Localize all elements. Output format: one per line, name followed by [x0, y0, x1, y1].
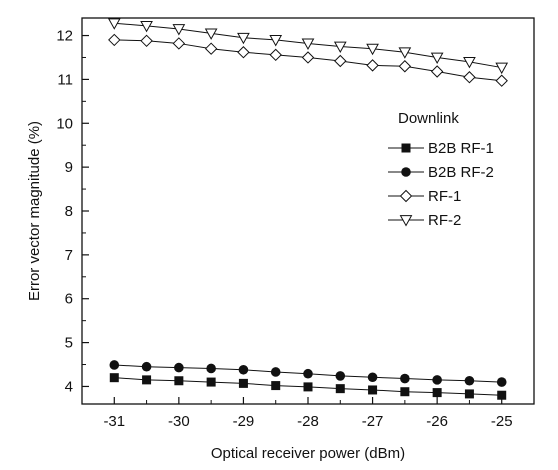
data-point — [270, 367, 281, 377]
x-tick-label: -25 — [491, 413, 513, 430]
data-point — [367, 372, 378, 383]
y-tick-label: 6 — [65, 291, 73, 308]
data-point — [174, 376, 184, 386]
data-point — [108, 33, 121, 47]
data-point — [495, 62, 509, 75]
data-point — [334, 54, 347, 68]
y-tick-label: 11 — [57, 71, 73, 88]
x-tick-label: -28 — [297, 413, 319, 430]
legend-marker — [399, 215, 413, 227]
data-point — [366, 43, 379, 56]
data-point — [172, 37, 186, 50]
data-point — [398, 60, 412, 73]
data-point — [366, 59, 379, 72]
legend-marker — [401, 143, 411, 153]
data-point — [172, 24, 186, 36]
series-lines — [114, 22, 502, 396]
data-point — [269, 48, 282, 62]
x-tick-label: -27 — [362, 413, 384, 430]
data-point — [495, 74, 508, 87]
y-tick-label: 4 — [65, 378, 73, 395]
legend-label: RF-1 — [428, 188, 461, 205]
data-point — [206, 377, 216, 387]
y-axis-label: Error vector magnitude (%) — [26, 121, 43, 301]
data-point — [301, 51, 315, 64]
data-point — [109, 373, 119, 383]
x-axis: -31 -30 -29 -28 -27 -26 -25 — [81, 397, 535, 430]
data-point — [303, 382, 313, 392]
data-point — [432, 375, 442, 385]
data-point — [497, 390, 507, 400]
legend-label: B2B RF-2 — [428, 164, 494, 181]
data-point — [140, 34, 153, 48]
y-tick-label: 9 — [65, 159, 73, 176]
data-point — [464, 389, 474, 399]
y-tick-label: 8 — [65, 203, 73, 220]
x-tick-label: -31 — [103, 413, 125, 430]
data-point — [368, 385, 378, 395]
data-point — [269, 35, 283, 47]
data-point — [432, 388, 442, 398]
y-tick-label: 7 — [65, 247, 73, 264]
data-point — [109, 360, 120, 370]
x-tick-label: -26 — [426, 413, 448, 430]
series-markers — [107, 18, 509, 400]
data-point — [333, 41, 347, 54]
data-point — [174, 362, 184, 373]
data-point — [496, 377, 507, 387]
data-point — [204, 42, 218, 55]
data-point — [206, 363, 216, 374]
data-point — [464, 375, 475, 386]
data-point — [238, 378, 248, 388]
y-tick-label: 5 — [65, 335, 73, 352]
data-point — [430, 65, 444, 78]
data-point — [463, 56, 476, 69]
data-point — [398, 47, 412, 59]
data-point — [107, 18, 121, 30]
data-point — [400, 373, 410, 384]
y-tick-label: 10 — [56, 115, 73, 132]
data-point — [430, 52, 444, 65]
data-point — [335, 384, 345, 394]
legend-marker — [399, 189, 413, 203]
data-point — [142, 375, 152, 385]
data-point — [303, 368, 313, 379]
x-tick-label: -29 — [233, 413, 255, 430]
x-tick-label: -30 — [168, 413, 190, 430]
data-point — [237, 46, 250, 59]
y-axis: 4 5 6 7 8 9 10 11 12 — [56, 28, 89, 395]
data-point — [301, 38, 315, 50]
data-point — [400, 387, 410, 397]
legend-marker — [401, 167, 411, 177]
data-point — [271, 381, 281, 391]
legend-label: RF-2 — [428, 212, 461, 229]
x-axis-label: Optical receiver power (dBm) — [211, 445, 405, 462]
legend-label: B2B RF-1 — [428, 140, 494, 157]
data-point — [463, 71, 476, 84]
data-point — [335, 371, 346, 381]
y-tick-label: 12 — [56, 28, 73, 45]
legend-title: Downlink — [398, 110, 459, 127]
data-point — [238, 364, 249, 375]
data-point — [140, 20, 153, 33]
data-point — [204, 28, 218, 40]
legend: Downlink B2B RF-1 B2B RF-2 RF-1 RF-2 — [388, 110, 494, 229]
data-point — [141, 361, 152, 372]
data-point — [237, 32, 250, 45]
